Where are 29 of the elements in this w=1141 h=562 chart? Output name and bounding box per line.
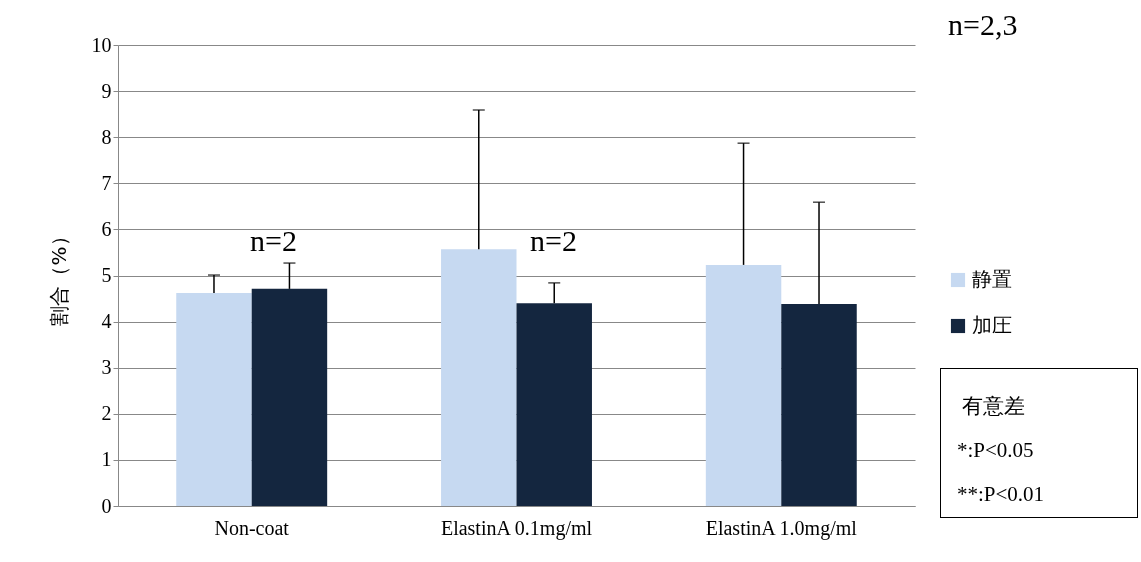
y-tick-label: 10 [91,33,112,56]
y-tick-label: 6 [101,217,112,240]
y-tick-label: 3 [101,356,112,379]
annotation: n=2 [530,224,577,258]
legend-label: 静置 [972,267,1012,291]
bar [516,303,592,506]
y-axis-title: 割合（%） [46,226,71,326]
bar [781,304,857,506]
y-tick-label: 7 [101,171,112,194]
text: *:P<0.05 [957,438,1034,463]
y-tick-label: 8 [101,125,112,148]
y-tick-label: 5 [101,264,112,286]
annotation: n=2 [250,224,297,258]
y-tick-label: 2 [101,402,112,425]
bar [251,288,328,506]
x-tick-label: ElastinA 1.0mg/ml [705,516,858,540]
x-tick-label: ElastinA 0.1mg/ml [440,516,593,540]
x-tick-label: Non-coat [214,516,290,539]
y-tick-label: 9 [101,79,112,102]
text: **:P<0.01 [957,482,1045,507]
y-tick-label: 0 [101,494,112,517]
bar [705,264,782,506]
text: 有意差 [962,393,1025,420]
bar [176,293,252,506]
y-tick-label: 1 [101,448,112,471]
bar [441,249,517,506]
y-tick-label: 4 [101,310,112,333]
text: n=2,3 [948,8,1018,42]
legend-label: 加圧 [972,313,1012,337]
